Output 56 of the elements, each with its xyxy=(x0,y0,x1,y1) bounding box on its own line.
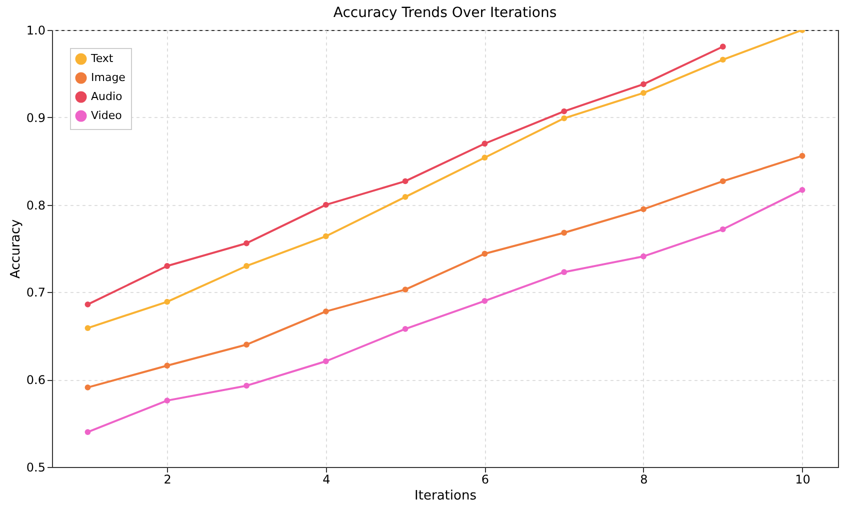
point xyxy=(799,186,806,193)
x-axis-title: Iterations xyxy=(414,488,477,504)
point xyxy=(164,298,170,305)
point xyxy=(322,358,329,364)
point xyxy=(482,140,488,147)
y-tick-label: 0.7 xyxy=(26,286,46,300)
point xyxy=(561,108,568,114)
y-tick-label: 0.9 xyxy=(26,110,46,125)
point xyxy=(244,342,250,348)
legend-label: Video xyxy=(91,109,122,122)
point xyxy=(640,206,646,212)
x-tick-label: 10 xyxy=(795,472,810,486)
point xyxy=(84,301,91,308)
point xyxy=(640,253,646,260)
point xyxy=(720,178,726,184)
point xyxy=(640,81,646,88)
point xyxy=(482,298,488,304)
point xyxy=(640,90,646,96)
point xyxy=(561,230,568,236)
point xyxy=(799,152,806,159)
y-tick-label: 0.8 xyxy=(26,198,46,212)
x-tick-label: 8 xyxy=(640,472,648,486)
point xyxy=(482,154,488,161)
point xyxy=(561,115,568,122)
legend-label: Image xyxy=(91,71,126,84)
point xyxy=(720,226,726,232)
point xyxy=(164,398,170,404)
point xyxy=(402,178,408,184)
x-tick-label: 2 xyxy=(164,472,172,486)
point xyxy=(84,384,91,390)
chart-title: Accuracy Trends Over Iterations xyxy=(333,5,557,21)
y-tick-label: 0.6 xyxy=(26,373,46,388)
point xyxy=(164,362,170,369)
legend-label: Text xyxy=(90,52,114,65)
point xyxy=(561,269,568,276)
point xyxy=(164,263,170,269)
point xyxy=(720,44,726,50)
y-tick-label: 1.0 xyxy=(26,24,46,38)
point xyxy=(244,382,250,389)
x-tick-label: 6 xyxy=(481,472,490,486)
point xyxy=(84,325,91,331)
legend-label: Audio xyxy=(91,90,123,103)
y-axis-title: Accuracy xyxy=(8,219,24,279)
x-tick-label: 4 xyxy=(322,472,330,486)
point xyxy=(402,326,408,332)
point xyxy=(322,233,329,240)
point xyxy=(244,240,250,246)
point xyxy=(402,194,408,200)
point xyxy=(322,202,329,208)
point xyxy=(482,250,488,257)
y-tick-label: 0.5 xyxy=(26,460,46,474)
point xyxy=(84,429,91,435)
point xyxy=(322,308,329,314)
point xyxy=(244,263,250,269)
point xyxy=(720,56,726,63)
point xyxy=(402,286,408,293)
